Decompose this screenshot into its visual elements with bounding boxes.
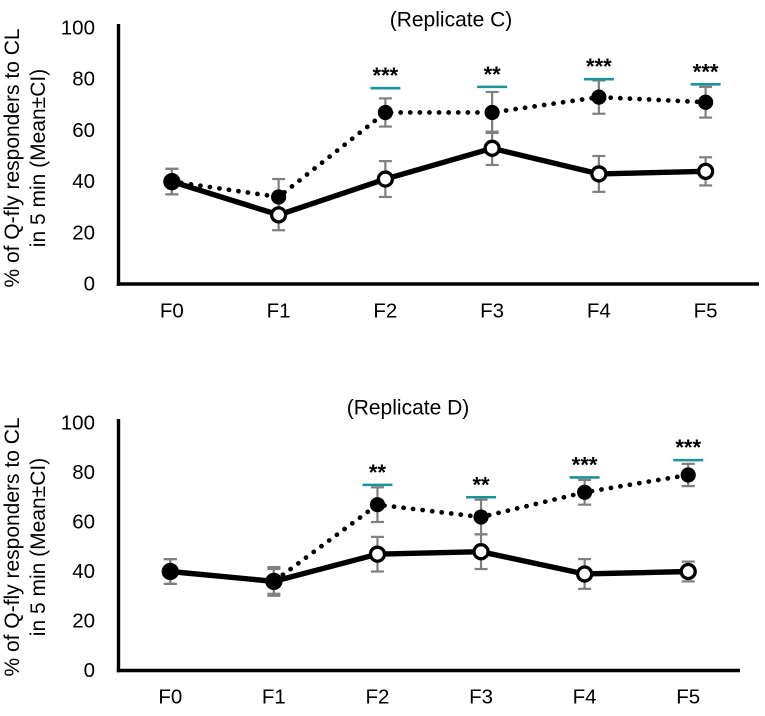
data-marker-open [679,562,697,581]
data-marker-open [575,565,594,583]
significance-stars: *** [373,63,399,88]
x-category-label: F3 [480,300,504,323]
significance-stars: ** [484,62,502,87]
chart-replicate-d: % of Q-fly responders to CL in 5 min (Mea… [1,417,740,677]
y-tick-label: 60 [72,511,95,534]
y-tick-label: 100 [61,17,95,40]
significance-stars: *** [675,435,701,460]
significance-stars: ** [472,472,490,497]
y-tick-label: 100 [61,412,95,435]
data-marker-filled [577,484,593,500]
x-category-label: F0 [160,300,184,323]
y-tick-label: 20 [72,610,95,633]
y-tick-label: 60 [72,119,95,142]
y-tick-label: 20 [72,221,95,244]
series-line-dotted [169,94,708,200]
x-category-label: F4 [573,686,597,709]
data-marker-open [376,170,395,188]
chart-title: (Replicate C) [390,9,513,32]
data-marker-filled [591,89,607,105]
x-category-label: F2 [365,686,389,709]
significance-stars: *** [572,452,598,477]
y-tick-label: 80 [72,68,95,91]
data-marker-open [368,545,387,563]
y-axis-title: % of Q-fly responders to CL in 5 min (Mea… [1,28,50,287]
x-category-label: F2 [373,300,397,323]
data-marker-open [483,139,501,157]
data-marker-filled [369,497,386,513]
data-marker-filled [484,104,500,121]
data-marker-filled [162,563,178,580]
data-marker-filled [164,174,180,190]
data-marker-filled [473,509,489,525]
data-marker-filled [698,94,714,110]
y-axis-title: % of Q-fly responders to CL in 5 min (Mea… [1,417,50,676]
data-marker-open [590,165,608,183]
y-tick-label: 40 [72,560,95,583]
x-category-label: F5 [676,686,700,709]
series-line-solid [171,145,706,218]
y-tick-label: 80 [72,461,95,484]
data-marker-filled [271,189,287,205]
y-tick-label: 0 [84,273,95,296]
series-line-dotted [167,472,691,584]
data-marker-filled [266,573,282,590]
significance-stars: *** [586,54,612,79]
x-category-label: F5 [694,300,718,323]
data-marker-filled [377,104,393,121]
x-category-label: F0 [158,686,182,709]
significance-stars: ** [369,460,387,485]
data-marker-open [696,162,715,181]
chart-title: (Replicate D) [347,397,470,420]
x-category-label: F3 [469,686,493,709]
data-marker-filled [680,467,696,483]
data-marker-open [472,543,490,561]
x-category-label: F1 [262,686,286,709]
y-tick-label: 40 [72,170,95,193]
y-tick-label: 0 [84,659,95,682]
chart-replicate-c: % of Q-fly responders to CL in 5 min (Mea… [1,24,759,288]
significance-stars: *** [693,59,719,84]
x-category-label: F4 [587,300,611,323]
x-category-label: F1 [267,300,291,323]
data-marker-open [269,206,288,224]
